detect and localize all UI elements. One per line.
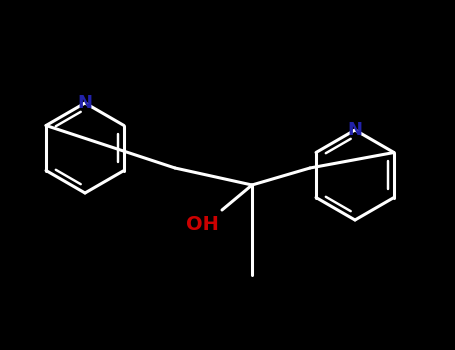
- Text: OH: OH: [186, 215, 219, 234]
- Text: N: N: [348, 121, 363, 139]
- Text: N: N: [77, 94, 92, 112]
